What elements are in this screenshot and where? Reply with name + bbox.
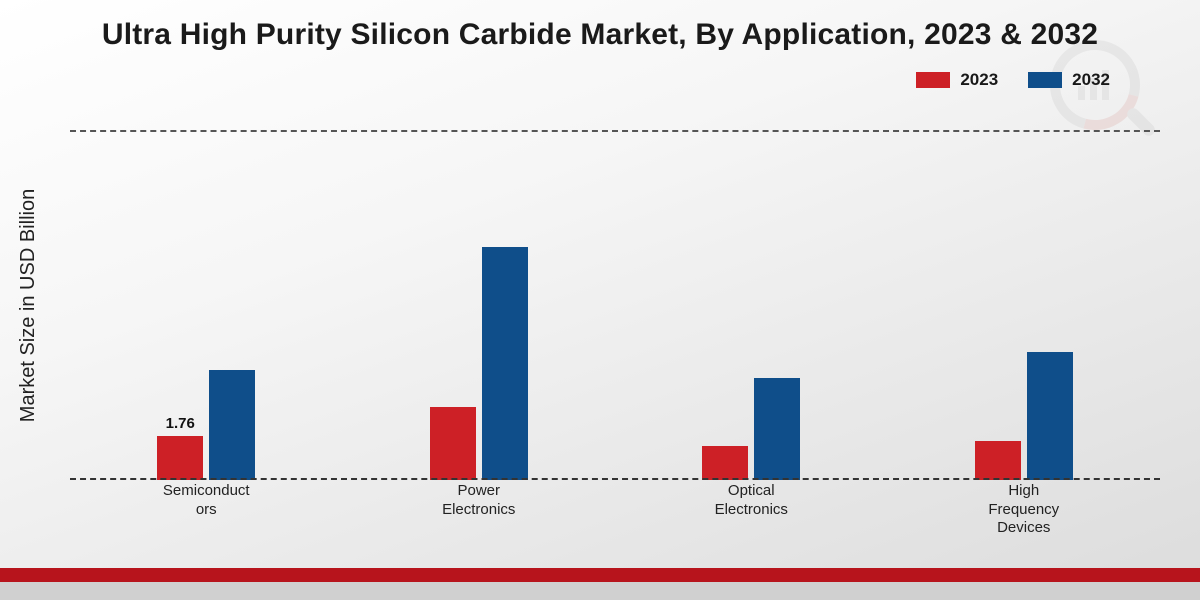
bar-group (888, 130, 1161, 480)
bar (430, 407, 476, 480)
bar (1027, 352, 1073, 480)
x-axis-label: Semiconductors (70, 482, 343, 538)
baseline (70, 478, 1160, 480)
y-axis-label-wrap: Market Size in USD Billion (14, 130, 44, 480)
footer-red-bar (0, 568, 1200, 582)
legend: 2023 2032 (916, 70, 1110, 90)
bar (482, 247, 528, 480)
legend-swatch-2023 (916, 72, 950, 88)
x-axis-label: OpticalElectronics (615, 482, 888, 538)
bar-group (615, 130, 888, 480)
bar-groups: 1.76 (70, 130, 1160, 480)
bar (975, 441, 1021, 480)
legend-label-2032: 2032 (1072, 70, 1110, 90)
x-axis-label: PowerElectronics (343, 482, 616, 538)
bar: 1.76 (157, 436, 203, 480)
legend-swatch-2032 (1028, 72, 1062, 88)
bar (702, 446, 748, 480)
legend-item-2032: 2032 (1028, 70, 1110, 90)
legend-label-2023: 2023 (960, 70, 998, 90)
legend-item-2023: 2023 (916, 70, 998, 90)
chart-page: Ultra High Purity Silicon Carbide Market… (0, 0, 1200, 600)
chart-title: Ultra High Purity Silicon Carbide Market… (0, 18, 1200, 52)
x-axis-label: HighFrequencyDevices (888, 482, 1161, 538)
bar (209, 370, 255, 480)
bar-group: 1.76 (70, 130, 343, 480)
footer-grey-bar (0, 582, 1200, 600)
bar (754, 378, 800, 480)
x-axis-labels: SemiconductorsPowerElectronicsOpticalEle… (70, 482, 1160, 538)
bar-group (343, 130, 616, 480)
y-axis-label: Market Size in USD Billion (18, 188, 41, 421)
plot-area: 1.76 (70, 130, 1160, 480)
bar-value-label: 1.76 (166, 415, 195, 432)
